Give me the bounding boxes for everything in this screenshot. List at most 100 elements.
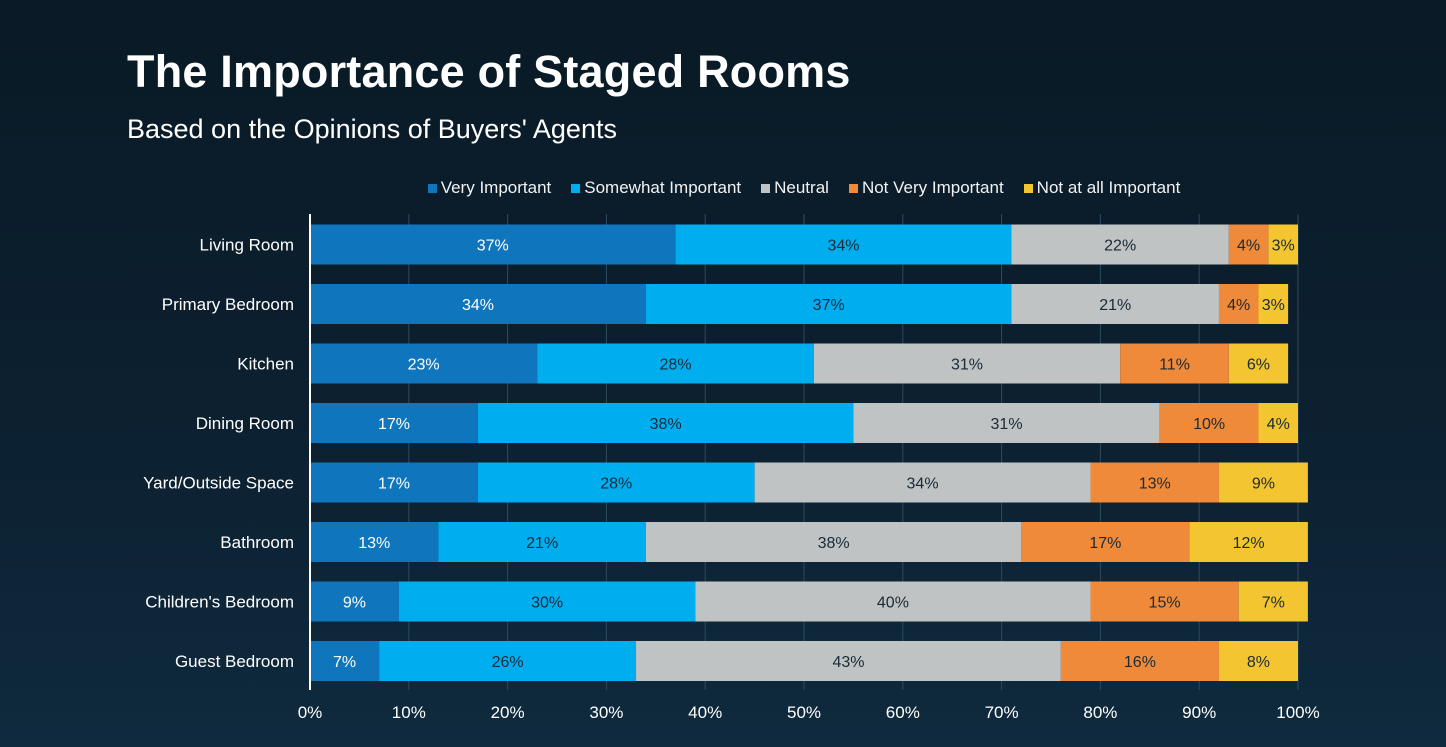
data-label: 4% — [1227, 297, 1250, 314]
bar-segment — [310, 641, 380, 681]
bar-segment — [695, 581, 1091, 622]
bar-segment — [675, 224, 1012, 265]
category-label: Bathroom — [220, 533, 294, 552]
bar-segment — [1228, 343, 1289, 384]
bar-segment — [1268, 224, 1298, 265]
bar-segment — [537, 343, 814, 384]
bar-segment — [1258, 284, 1289, 324]
x-tick-label: 100% — [1276, 703, 1319, 722]
chart-legend: Very Important Somewhat Important Neutra… — [0, 178, 1446, 198]
bar-segment — [645, 284, 1012, 324]
x-tick-label: 40% — [688, 703, 722, 722]
x-tick-label: 90% — [1182, 703, 1216, 722]
category-label: Kitchen — [237, 355, 294, 374]
x-tick-label: 60% — [886, 703, 920, 722]
category-label: Children's Bedroom — [145, 593, 294, 612]
legend-item-very-important: Very Important — [427, 178, 552, 198]
data-label: 38% — [650, 416, 682, 433]
x-tick-label: 20% — [491, 703, 525, 722]
bar-segment — [754, 462, 1091, 503]
data-label: 13% — [358, 535, 390, 552]
legend-label: Very Important — [440, 178, 552, 197]
data-label: 38% — [818, 535, 850, 552]
bar-segment — [645, 522, 1022, 562]
category-label: Yard/Outside Space — [143, 474, 294, 493]
data-label: 17% — [378, 476, 410, 493]
data-label: 31% — [951, 357, 983, 374]
bar-segment — [477, 462, 755, 503]
data-label: 43% — [832, 654, 864, 671]
data-label: 21% — [1099, 297, 1131, 314]
data-label: 30% — [531, 595, 563, 612]
bar-segment — [1090, 462, 1219, 503]
bar-segment — [1060, 641, 1219, 681]
legend-item-somewhat-important: Somewhat Important — [571, 178, 741, 198]
data-label: 7% — [1262, 595, 1285, 612]
bar-segment — [310, 581, 399, 622]
data-label: 37% — [813, 297, 845, 314]
bar-segment — [477, 403, 854, 443]
data-label: 22% — [1104, 238, 1136, 255]
data-label: 9% — [1252, 476, 1275, 493]
legend-item-not-very-important: Not Very Important — [848, 178, 1004, 198]
data-label: 28% — [660, 357, 692, 374]
bar-segment — [1159, 403, 1259, 443]
bar-segment — [1021, 522, 1190, 562]
legend-label: Neutral — [774, 178, 829, 197]
data-label: 9% — [343, 595, 366, 612]
data-label: 17% — [378, 416, 410, 433]
chart-title: The Importance of Staged Rooms — [127, 46, 851, 97]
data-label: 28% — [600, 476, 632, 493]
x-tick-label: 30% — [589, 703, 623, 722]
bar-segment — [310, 343, 538, 384]
data-label: 34% — [828, 238, 860, 255]
bar-segment — [310, 522, 439, 562]
data-label: 34% — [907, 476, 939, 493]
bar-segment — [853, 403, 1160, 443]
bar-segment — [379, 641, 637, 681]
bar-segment — [1189, 522, 1308, 562]
bar-segment — [310, 284, 646, 324]
data-label: 34% — [462, 297, 494, 314]
category-label: Primary Bedroom — [162, 295, 294, 314]
data-label: 26% — [492, 654, 524, 671]
data-label: 3% — [1272, 238, 1295, 255]
data-label: 37% — [477, 238, 509, 255]
x-tick-label: 70% — [985, 703, 1019, 722]
bar-segment — [636, 641, 1061, 681]
bar-segment — [1228, 224, 1269, 265]
bar-segment — [438, 522, 646, 562]
data-label: 11% — [1159, 357, 1190, 374]
bar-segment — [1218, 462, 1308, 503]
chart-subtitle: Based on the Opinions of Buyers' Agents — [127, 114, 617, 144]
data-label: 4% — [1237, 238, 1260, 255]
data-label: 31% — [991, 416, 1023, 433]
bar-segment — [310, 224, 676, 265]
category-label: Guest Bedroom — [175, 652, 294, 671]
bar-segment — [310, 403, 478, 443]
data-label: 12% — [1233, 535, 1265, 552]
data-label: 3% — [1262, 297, 1285, 314]
category-label: Dining Room — [196, 414, 294, 433]
data-label: 4% — [1267, 416, 1290, 433]
data-label: 10% — [1193, 416, 1225, 433]
legend-swatch — [1023, 183, 1033, 193]
data-label: 40% — [877, 595, 909, 612]
data-label: 16% — [1124, 654, 1156, 671]
bar-segment — [1218, 641, 1298, 681]
bar-segment — [1120, 343, 1229, 384]
x-tick-label: 10% — [392, 703, 426, 722]
legend-swatch — [571, 183, 581, 193]
x-tick-label: 50% — [787, 703, 821, 722]
data-label: 23% — [408, 357, 440, 374]
legend-label: Not at all Important — [1036, 178, 1181, 197]
data-label: 8% — [1247, 654, 1270, 671]
bar-segment — [1011, 224, 1229, 265]
x-tick-label: 0% — [298, 703, 323, 722]
bar-segment — [1090, 581, 1239, 622]
legend-item-not-at-all-important: Not at all Important — [1023, 178, 1181, 198]
category-label: Living Room — [200, 236, 295, 255]
legend-item-neutral: Neutral — [761, 178, 829, 198]
legend-swatch — [761, 183, 771, 193]
